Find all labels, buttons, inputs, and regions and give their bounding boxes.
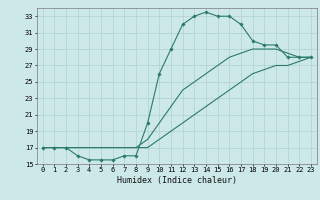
X-axis label: Humidex (Indice chaleur): Humidex (Indice chaleur): [117, 176, 237, 185]
